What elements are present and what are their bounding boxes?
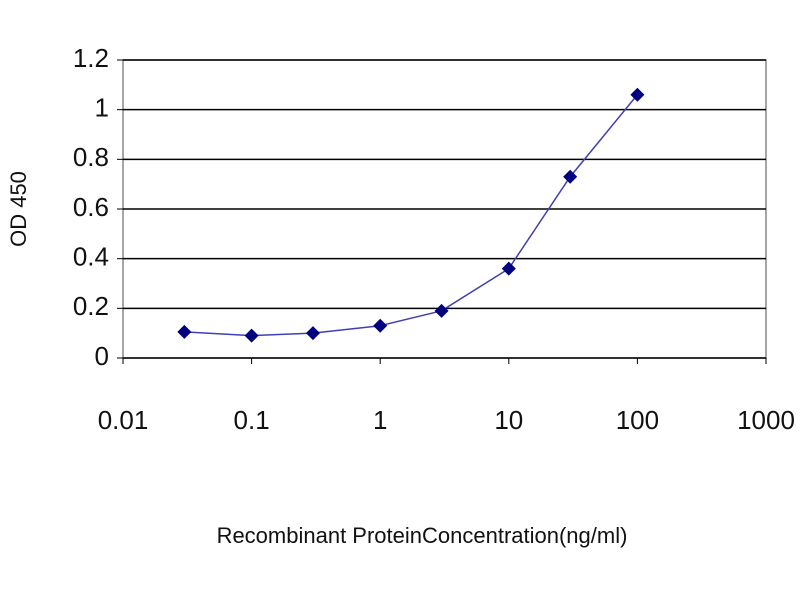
data-point (305, 326, 320, 341)
y-tick-label: 0.8 (73, 142, 109, 172)
y-tick-label: 1 (95, 93, 109, 123)
y-tick-label: 0.4 (73, 242, 109, 272)
x-tick-label: 1000 (737, 405, 795, 435)
y-axis-title: OD 450 (6, 171, 31, 247)
y-tick-label: 1.2 (73, 43, 109, 73)
x-tick-label: 0.1 (234, 405, 270, 435)
x-axis-title: Recombinant ProteinConcentration(ng/ml) (217, 523, 628, 548)
x-tick-label: 1 (373, 405, 387, 435)
x-tick-label: 0.01 (98, 405, 149, 435)
data-point (501, 261, 516, 276)
x-tick-label: 100 (616, 405, 659, 435)
data-point (563, 169, 578, 184)
y-tick-label: 0 (95, 341, 109, 371)
y-tick-label: 0.2 (73, 291, 109, 321)
y-tick-label: 0.6 (73, 192, 109, 222)
data-point (630, 87, 645, 102)
data-point (244, 328, 259, 343)
data-line (184, 94, 638, 337)
x-tick-label: 10 (494, 405, 523, 435)
data-point (373, 318, 388, 333)
data-point (177, 324, 192, 339)
data-point (434, 303, 449, 318)
